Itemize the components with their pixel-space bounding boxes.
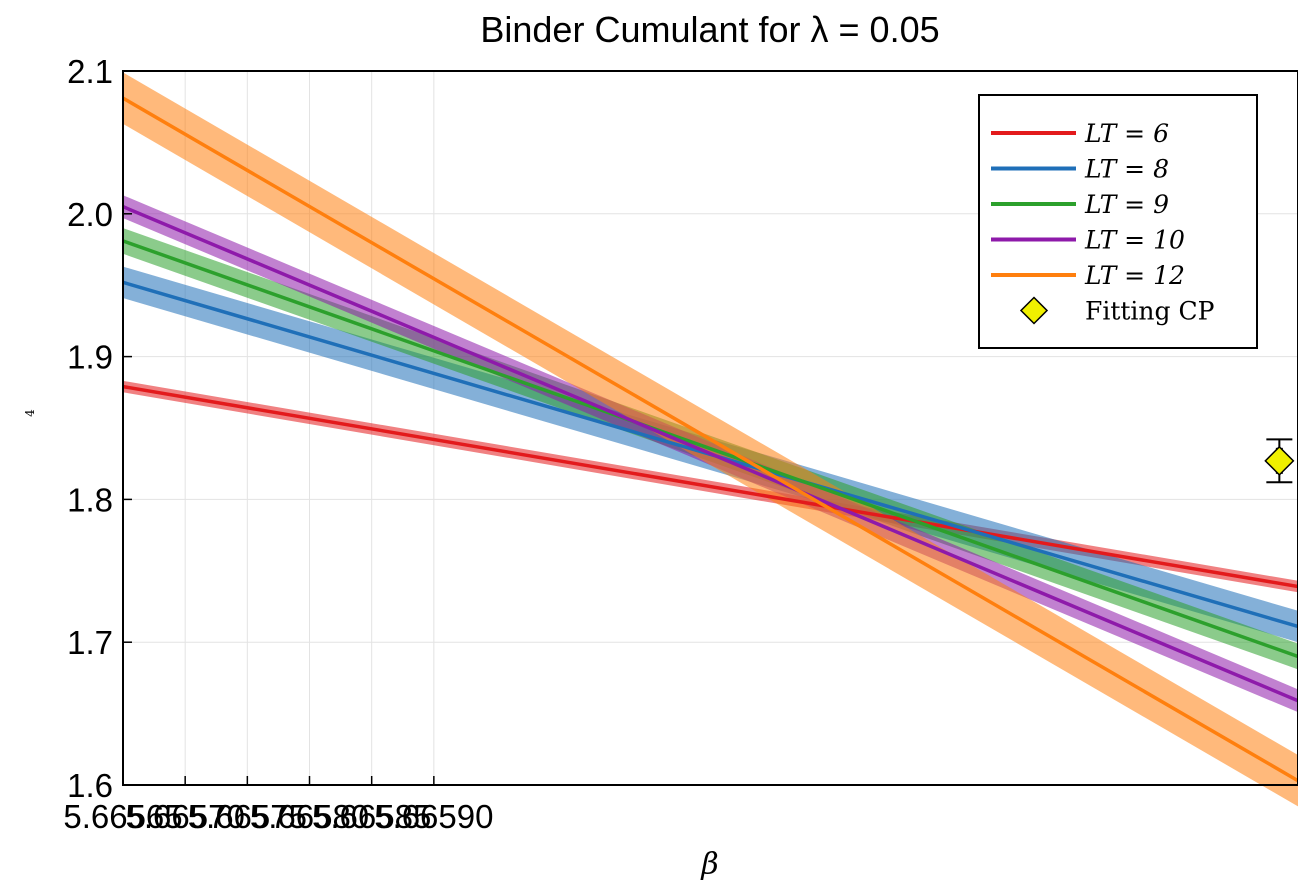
legend: LT = 6 LT = 8 LT = 9 LT = 10 LT = 12 Fitting … (978, 94, 1258, 349)
x-tick-label-2: 5.66575 (188, 798, 307, 835)
y-tick-label-2: 1.8 (67, 481, 113, 518)
y-tick-label-4: 2.0 (67, 196, 113, 233)
series-lines (122, 96, 1298, 783)
x-axis-ticks: 5.665655.665705.665755.665805.665855.665… (63, 776, 493, 835)
legend-label-6: Fitting CP (1085, 297, 1214, 326)
y-axis-ticks: 1.6 1.7 1.8 1.9 2.0 2.1 (67, 53, 132, 804)
x-tick-label-5: 5.66590 (374, 798, 493, 835)
legend-swatch-diamond (1019, 296, 1049, 325)
series-line-3 (122, 239, 1298, 659)
x-tick-label-0: 5.66565 (63, 798, 182, 835)
fitting-cp-marker (1264, 445, 1295, 476)
x-axis-label: β (700, 847, 718, 882)
y-tick-label-5: 2.1 (67, 53, 113, 90)
series-line-5 (122, 96, 1298, 783)
y-tick-label-0: 1.6 (67, 767, 113, 804)
legend-label-5: LT = 12 (1084, 261, 1185, 290)
series-line-1 (122, 384, 1298, 589)
plot-frame (122, 70, 1298, 786)
y-tick-label-3: 1.9 (67, 339, 113, 376)
y-axis-label: 4 (23, 409, 37, 417)
series-line-4 (122, 205, 1298, 703)
fitting-point-layer (1264, 438, 1295, 484)
legend-label-3: LT = 9 (1084, 190, 1169, 219)
chart-title: Binder Cumulant for λ = 0.05 (480, 9, 939, 50)
x-tick-label-1: 5.66570 (126, 798, 245, 835)
x-tick-label-4: 5.66585 (312, 798, 431, 835)
legend-label-2: LT = 8 (1084, 155, 1169, 184)
y-tick-label-1: 1.7 (67, 624, 113, 661)
legend-label-1: LT = 6 (1084, 119, 1169, 148)
x-tick-label-3: 5.66580 (250, 798, 369, 835)
legend-label-4: LT = 10 (1084, 226, 1185, 255)
